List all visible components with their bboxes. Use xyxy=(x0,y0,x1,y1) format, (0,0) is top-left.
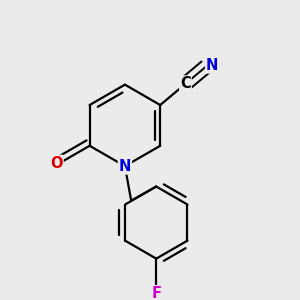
Text: N: N xyxy=(119,159,131,174)
Text: O: O xyxy=(50,156,63,171)
Text: F: F xyxy=(151,286,161,300)
Text: N: N xyxy=(206,58,218,73)
Text: C: C xyxy=(180,76,191,92)
